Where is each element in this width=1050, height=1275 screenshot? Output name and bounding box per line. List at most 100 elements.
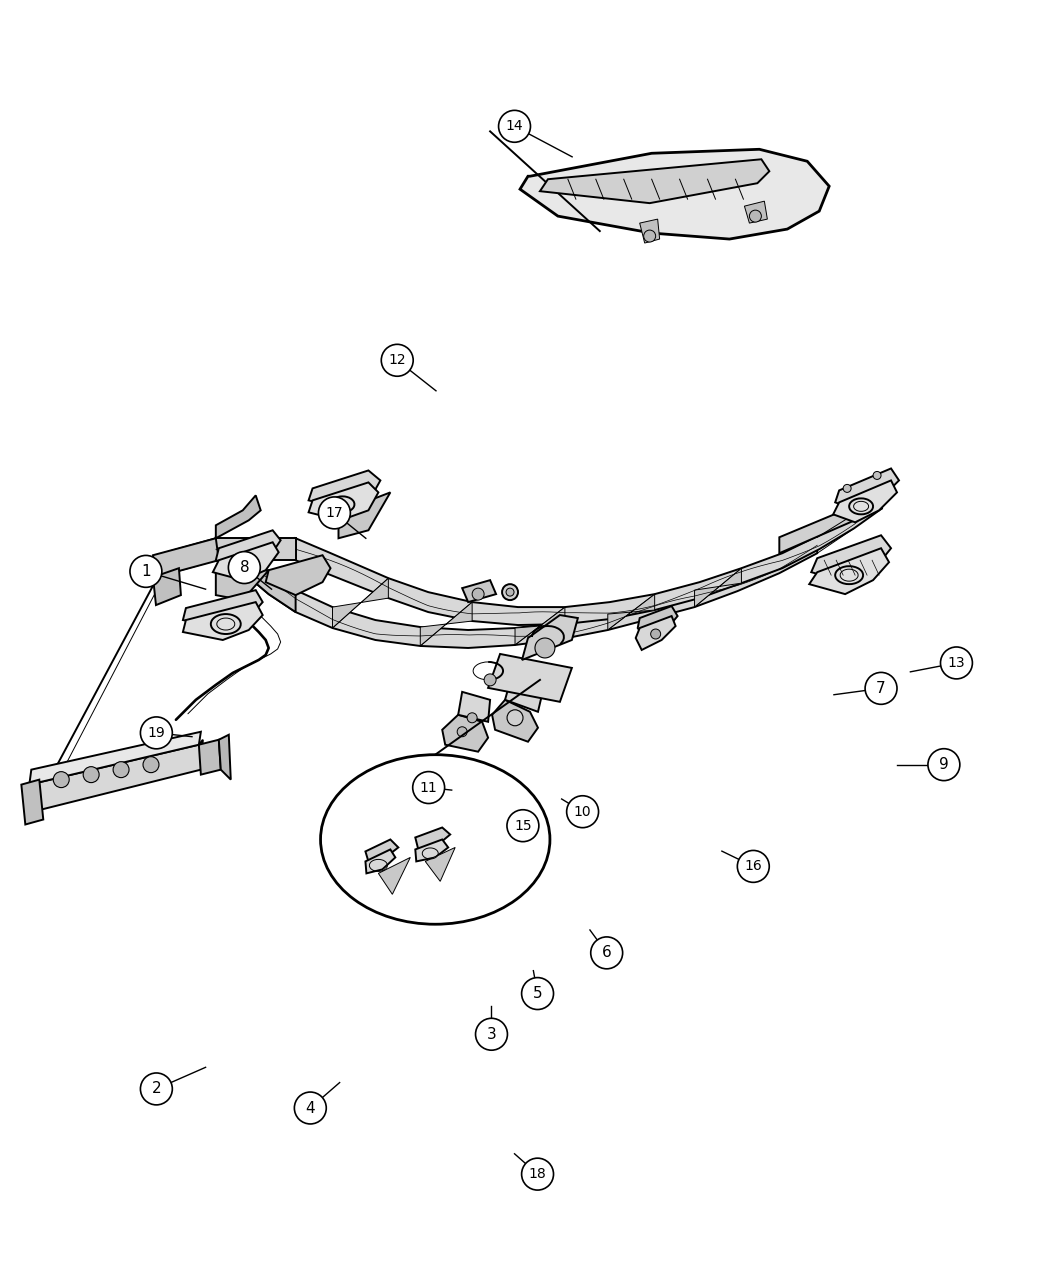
Polygon shape: [216, 530, 280, 569]
Polygon shape: [458, 692, 490, 722]
Polygon shape: [516, 607, 565, 645]
Text: 3: 3: [486, 1026, 497, 1042]
Polygon shape: [349, 815, 520, 849]
Polygon shape: [744, 201, 768, 223]
Circle shape: [141, 717, 172, 748]
Polygon shape: [216, 538, 296, 612]
Polygon shape: [639, 219, 659, 244]
Circle shape: [737, 850, 770, 882]
Polygon shape: [505, 682, 542, 711]
Circle shape: [141, 1074, 172, 1105]
Polygon shape: [365, 849, 396, 873]
Circle shape: [130, 556, 162, 588]
Polygon shape: [416, 827, 450, 849]
Circle shape: [509, 829, 521, 840]
Circle shape: [522, 978, 553, 1010]
Circle shape: [476, 1019, 507, 1051]
Text: 5: 5: [532, 986, 543, 1001]
Polygon shape: [835, 468, 899, 510]
Polygon shape: [333, 578, 388, 629]
Text: 7: 7: [877, 681, 886, 696]
Polygon shape: [635, 616, 675, 650]
Circle shape: [591, 937, 623, 969]
Circle shape: [651, 629, 660, 639]
Polygon shape: [608, 594, 654, 630]
Polygon shape: [153, 569, 181, 606]
Circle shape: [415, 845, 426, 857]
Polygon shape: [349, 827, 520, 862]
Polygon shape: [425, 848, 456, 881]
Circle shape: [484, 674, 496, 686]
Text: 19: 19: [147, 725, 165, 739]
Polygon shape: [365, 839, 398, 862]
Circle shape: [472, 588, 484, 601]
Polygon shape: [520, 149, 830, 238]
Polygon shape: [834, 481, 897, 523]
Polygon shape: [216, 538, 296, 560]
Circle shape: [457, 727, 467, 737]
Polygon shape: [309, 482, 378, 520]
Circle shape: [750, 210, 761, 222]
Polygon shape: [416, 839, 448, 862]
Polygon shape: [492, 700, 538, 742]
Text: 6: 6: [602, 945, 611, 960]
Polygon shape: [810, 548, 889, 594]
Circle shape: [83, 766, 99, 783]
Circle shape: [507, 710, 523, 725]
Circle shape: [534, 638, 554, 658]
Polygon shape: [156, 538, 216, 578]
Text: 11: 11: [420, 780, 438, 794]
Polygon shape: [216, 570, 269, 601]
Polygon shape: [420, 602, 472, 646]
Polygon shape: [540, 159, 770, 203]
Circle shape: [502, 584, 518, 601]
Circle shape: [522, 1158, 553, 1190]
Polygon shape: [183, 602, 262, 640]
Polygon shape: [153, 538, 218, 578]
Circle shape: [843, 484, 852, 492]
Polygon shape: [378, 857, 411, 894]
Circle shape: [381, 344, 414, 376]
Circle shape: [928, 748, 960, 780]
Polygon shape: [21, 779, 43, 825]
Circle shape: [318, 497, 351, 529]
Circle shape: [113, 761, 129, 778]
Polygon shape: [216, 537, 817, 648]
Text: 8: 8: [239, 560, 249, 575]
Polygon shape: [29, 740, 203, 812]
Circle shape: [499, 111, 530, 143]
Polygon shape: [338, 492, 391, 538]
Text: 14: 14: [506, 120, 523, 134]
Circle shape: [390, 844, 401, 856]
Circle shape: [54, 771, 69, 788]
Text: 13: 13: [948, 655, 965, 669]
Polygon shape: [309, 470, 380, 509]
Text: 10: 10: [573, 805, 591, 819]
Polygon shape: [462, 580, 496, 602]
Ellipse shape: [320, 755, 550, 924]
Circle shape: [467, 713, 477, 723]
Circle shape: [507, 810, 539, 842]
Text: 18: 18: [529, 1167, 546, 1181]
Circle shape: [294, 1093, 327, 1125]
Circle shape: [364, 842, 376, 853]
Polygon shape: [29, 732, 201, 784]
Text: 1: 1: [141, 564, 151, 579]
Polygon shape: [183, 590, 262, 629]
Polygon shape: [296, 495, 882, 625]
Polygon shape: [218, 734, 231, 779]
Circle shape: [489, 850, 501, 862]
Polygon shape: [213, 542, 278, 580]
Circle shape: [143, 756, 159, 773]
Text: 16: 16: [744, 859, 762, 873]
Circle shape: [567, 796, 598, 827]
Polygon shape: [442, 715, 488, 752]
Text: 17: 17: [326, 506, 343, 520]
Circle shape: [644, 230, 655, 242]
Polygon shape: [694, 569, 741, 607]
Text: 2: 2: [151, 1081, 162, 1096]
Circle shape: [865, 672, 897, 704]
Circle shape: [941, 646, 972, 678]
Circle shape: [229, 552, 260, 584]
Polygon shape: [216, 496, 260, 538]
